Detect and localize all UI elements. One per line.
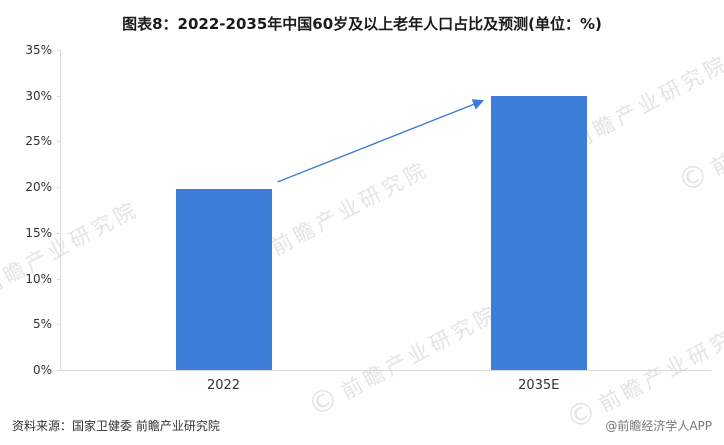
- y-axis-tick-label: 20%: [25, 180, 52, 195]
- y-axis-tick-mark: [57, 50, 61, 51]
- y-axis-tick-label: 15%: [25, 225, 52, 240]
- y-axis-tick-mark: [57, 278, 61, 280]
- y-axis-tick-mark: [57, 141, 61, 143]
- y-axis-tick-label: 10%: [25, 271, 52, 286]
- y-axis-tick-mark: [57, 370, 61, 371]
- y-axis-tick-label: 35%: [25, 43, 52, 57]
- y-axis-tick-label: 0%: [32, 363, 52, 377]
- footer: 资料来源：国家卫健委 前瞻产业研究院 @前瞻经济学人APP: [12, 417, 712, 434]
- y-axis-tick-label: 5%: [32, 317, 52, 332]
- y-axis-tick-mark: [57, 95, 61, 97]
- source-text: 资料来源：国家卫健委 前瞻产业研究院: [12, 419, 220, 433]
- bar-2022: [175, 188, 272, 370]
- trend-arrow: [277, 99, 485, 183]
- x-axis-label-2035E: 2035E: [518, 378, 560, 393]
- chart-title: 图表8：2022-2035年中国60岁及以上老年人口占比及预测(单位：%): [122, 15, 602, 33]
- y-axis-tick-label: 30%: [25, 88, 52, 103]
- y-axis-tick-label: 25%: [25, 134, 52, 149]
- plot-area: 0% 5% 10% 15% 20% 25% 30% 35% 2022 2035E: [25, 43, 711, 393]
- y-axis-tick-mark: [57, 232, 61, 234]
- x-axis-label-2022: 2022: [206, 378, 241, 393]
- y-axis-tick-mark: [57, 324, 61, 326]
- credit-text: @前瞻经济学人APP: [605, 419, 712, 433]
- y-axis-tick-mark: [57, 187, 61, 189]
- bar-2035E: [490, 95, 587, 370]
